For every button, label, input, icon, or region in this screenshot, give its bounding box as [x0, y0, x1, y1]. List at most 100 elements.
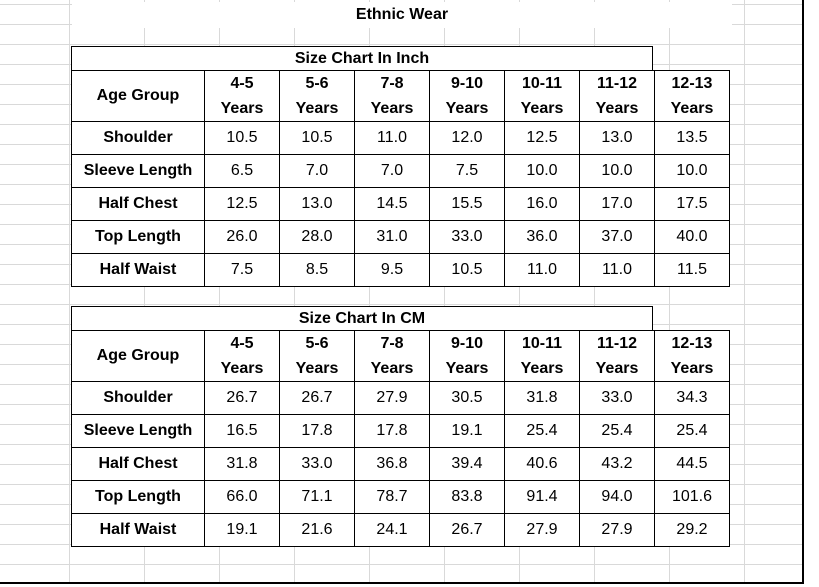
- header-cell: 11-12 Years: [579, 70, 655, 122]
- table-row: Top Length 26.0 28.0 31.0 33.0 36.0 37.0…: [71, 220, 730, 254]
- table-cell: 28.0: [279, 220, 355, 254]
- header-cell: 12-13 Years: [654, 70, 730, 122]
- table-cell: 10.0: [654, 154, 730, 188]
- header-age-range: 5-6: [305, 335, 329, 352]
- table-cell: 25.4: [654, 414, 730, 448]
- header-age-range: 12-13: [671, 75, 713, 92]
- table-cell: 66.0: [204, 480, 280, 514]
- table-cell: 9.5: [354, 253, 430, 287]
- table-cell: 15.5: [429, 187, 505, 221]
- table-cell: 19.1: [204, 513, 280, 547]
- header-years: Years: [220, 360, 264, 377]
- table-caption-cm: Size Chart In CM: [71, 306, 653, 330]
- table-cell: 19.1: [429, 414, 505, 448]
- table-row: Half Waist 19.1 21.6 24.1 26.7 27.9 27.9…: [71, 513, 730, 547]
- size-table-cm: Age Group 4-5 Years 5-6 Years 7-8 Years 9-1…: [71, 330, 730, 547]
- header-cell: 9-10 Years: [429, 330, 505, 382]
- row-label: Half Chest: [71, 187, 205, 221]
- table-cell: 83.8: [429, 480, 505, 514]
- table-cell: 24.1: [354, 513, 430, 547]
- table-cell: 26.0: [204, 220, 280, 254]
- table-cell: 27.9: [354, 381, 430, 415]
- header-cell: 5-6 Years: [279, 70, 355, 122]
- row-label: Shoulder: [71, 381, 205, 415]
- table-cell: 16.0: [504, 187, 580, 221]
- header-years: Years: [520, 360, 564, 377]
- header-cell: 10-11 Years: [504, 70, 580, 122]
- table-cell: 14.5: [354, 187, 430, 221]
- table-cell: 10.0: [579, 154, 655, 188]
- table-cell: 29.2: [654, 513, 730, 547]
- header-cell: 11-12 Years: [579, 330, 655, 382]
- table-cell: 17.0: [579, 187, 655, 221]
- header-years: Years: [520, 100, 564, 117]
- table-row: Half Chest 12.5 13.0 14.5 15.5 16.0 17.0…: [71, 187, 730, 221]
- header-age-range: 4-5: [230, 335, 254, 352]
- table-cell: 17.8: [354, 414, 430, 448]
- table-cell: 71.1: [279, 480, 355, 514]
- row-label: Sleeve Length: [71, 414, 205, 448]
- header-years: Years: [670, 100, 714, 117]
- table-cell: 78.7: [354, 480, 430, 514]
- table-cell: 17.5: [654, 187, 730, 221]
- table-cell: 11.0: [579, 253, 655, 287]
- table-cell: 31.8: [504, 381, 580, 415]
- table-cell: 31.8: [204, 447, 280, 481]
- table-caption-inch: Size Chart In Inch: [71, 46, 653, 70]
- table-cell: 26.7: [279, 381, 355, 415]
- header-age-range: 10-11: [521, 335, 563, 352]
- header-age-range: 7-8: [380, 335, 404, 352]
- table-cell: 7.0: [279, 154, 355, 188]
- table-header-row: Age Group 4-5 Years 5-6 Years 7-8 Years 9-1…: [71, 70, 730, 122]
- table-row: Sleeve Length 16.5 17.8 17.8 19.1 25.4 2…: [71, 414, 730, 448]
- table-cell: 43.2: [579, 447, 655, 481]
- header-years: Years: [445, 360, 489, 377]
- table-cell: 44.5: [654, 447, 730, 481]
- header-cell: 12-13 Years: [654, 330, 730, 382]
- table-cell: 11.0: [504, 253, 580, 287]
- header-years: Years: [370, 360, 414, 377]
- header-age-range: 11-12: [596, 335, 638, 352]
- table-cell: 13.0: [279, 187, 355, 221]
- header-cell: 7-8 Years: [354, 330, 430, 382]
- table-cell: 13.5: [654, 121, 730, 155]
- header-years: Years: [445, 100, 489, 117]
- table-cell: 36.8: [354, 447, 430, 481]
- table-cell: 7.5: [204, 253, 280, 287]
- table-cell: 12.0: [429, 121, 505, 155]
- table-cell: 101.6: [654, 480, 730, 514]
- header-years: Years: [670, 360, 714, 377]
- header-cell: 4-5 Years: [204, 330, 280, 382]
- table-row: Shoulder 10.5 10.5 11.0 12.0 12.5 13.0 1…: [71, 121, 730, 155]
- table-row: Shoulder 26.7 26.7 27.9 30.5 31.8 33.0 3…: [71, 381, 730, 415]
- table-cell: 8.5: [279, 253, 355, 287]
- table-cell: 26.7: [204, 381, 280, 415]
- table-cell: 27.9: [579, 513, 655, 547]
- table-cell: 6.5: [204, 154, 280, 188]
- table-cell: 30.5: [429, 381, 505, 415]
- table-cell: 11.5: [654, 253, 730, 287]
- header-cell: 10-11 Years: [504, 330, 580, 382]
- table-cell: 10.0: [504, 154, 580, 188]
- size-table-inch: Age Group 4-5 Years 5-6 Years 7-8 Years 9-1…: [71, 70, 730, 287]
- table-cell: 33.0: [579, 381, 655, 415]
- table-cell: 36.0: [504, 220, 580, 254]
- table-cell: 27.9: [504, 513, 580, 547]
- header-years: Years: [595, 360, 639, 377]
- table-cell: 17.8: [279, 414, 355, 448]
- table-cell: 10.5: [204, 121, 280, 155]
- header-cell: 9-10 Years: [429, 70, 505, 122]
- table-cell: 34.3: [654, 381, 730, 415]
- table-row: Half Chest 31.8 33.0 36.8 39.4 40.6 43.2…: [71, 447, 730, 481]
- table-cell: 40.6: [504, 447, 580, 481]
- header-cell: 7-8 Years: [354, 70, 430, 122]
- row-label: Top Length: [71, 480, 205, 514]
- header-years: Years: [595, 100, 639, 117]
- table-cell: 12.5: [504, 121, 580, 155]
- table-cell: 13.0: [579, 121, 655, 155]
- header-age-range: 7-8: [380, 75, 404, 92]
- header-age-range: 5-6: [305, 75, 329, 92]
- table-cell: 40.0: [654, 220, 730, 254]
- header-age-range: 12-13: [671, 335, 713, 352]
- header-years: Years: [295, 360, 339, 377]
